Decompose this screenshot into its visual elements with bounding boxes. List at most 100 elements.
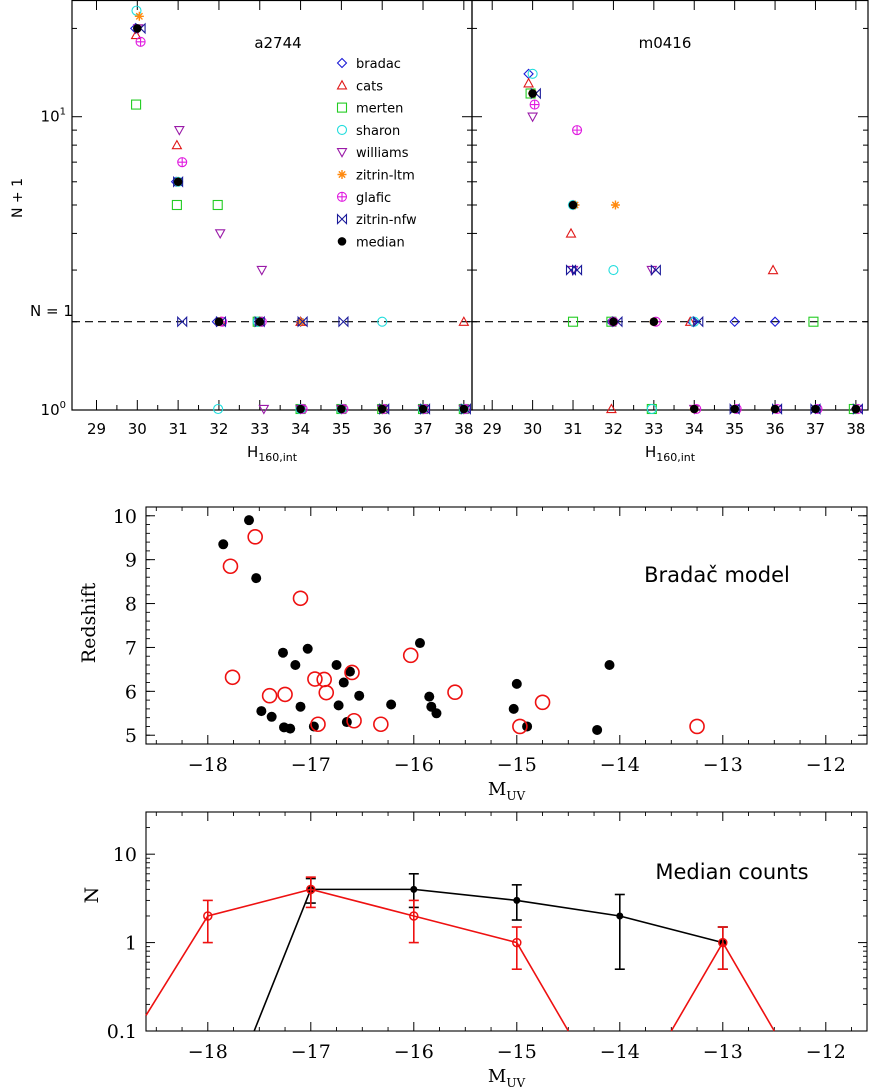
- data-point: [224, 669, 241, 686]
- x-axis-label-main: M: [488, 1066, 506, 1087]
- series-zitrin-nfw: [530, 87, 863, 415]
- y-tick-base: 10: [41, 108, 60, 126]
- zitrin-nfw-point: [177, 315, 188, 328]
- cats-point: [605, 403, 617, 414]
- reference-line-label: N = 1: [30, 302, 73, 320]
- series-glafic: [135, 36, 471, 415]
- series-bradac: [129, 23, 470, 415]
- zitrin-nfw-point: [693, 315, 704, 328]
- x-tick-label: −13: [703, 1041, 743, 1063]
- legend-marker-sharon: [336, 124, 348, 135]
- data-point: [256, 706, 267, 717]
- subplot-title: a2744: [254, 34, 301, 52]
- data-point: [424, 691, 435, 702]
- data-point: [222, 558, 239, 575]
- marker-cross: [177, 157, 187, 167]
- series-williams: [132, 24, 470, 415]
- data-point: [508, 703, 519, 714]
- data-point: [616, 912, 624, 920]
- median-point: [568, 200, 578, 210]
- cats-point: [565, 227, 577, 238]
- sharon-point: [646, 403, 657, 415]
- plot-frame: [71, 0, 473, 411]
- data-point: [604, 660, 615, 670]
- data-point: [592, 724, 603, 735]
- legend-label: merten: [356, 102, 403, 117]
- median-point: [255, 317, 265, 326]
- data-point: [512, 937, 522, 948]
- data-point: [310, 716, 326, 733]
- series-merten: [131, 99, 469, 415]
- series-red: [145, 876, 775, 1032]
- merten-point: [212, 199, 223, 211]
- median-point: [459, 404, 469, 414]
- x-tick-label: 36: [373, 420, 392, 438]
- data-point: [247, 529, 263, 545]
- x-axis-label: H160,int: [247, 443, 298, 464]
- x-axis-label: H160,int: [645, 443, 696, 464]
- data-point: [285, 723, 296, 734]
- data-point: [402, 647, 419, 664]
- zitrin-nfw-point: [650, 264, 661, 276]
- median-point: [730, 404, 739, 414]
- x-axis-label: MUV: [488, 779, 526, 803]
- data-point: [447, 684, 463, 701]
- data-point: [318, 684, 335, 701]
- y-tick-exponent: 0: [60, 400, 66, 411]
- x-tick-label: 30: [128, 420, 147, 438]
- data-point: [386, 699, 397, 710]
- sharon-point: [131, 5, 142, 16]
- merten-point: [808, 316, 819, 327]
- legend-marker-cats: [336, 79, 348, 90]
- median-point: [528, 89, 537, 98]
- top-legend: bradac cats merten sharon williams zitrin-ltm…: [336, 57, 417, 250]
- data-point: [409, 911, 419, 921]
- x-tick-label: 37: [806, 420, 825, 438]
- cats-point: [767, 264, 779, 275]
- legend-label: williams: [356, 146, 409, 161]
- legend-marker-glafic: [336, 191, 348, 202]
- y-tick-label: 10: [113, 844, 137, 866]
- x-tick-label: 29: [87, 420, 106, 438]
- x-tick-label: −12: [806, 1041, 846, 1063]
- data-point: [511, 678, 522, 689]
- data-point: [292, 590, 309, 607]
- series-median: [528, 89, 861, 414]
- series-open: [222, 529, 705, 735]
- legend-marker-zitrin-nfw: [336, 213, 348, 225]
- y-tick-base: 10: [41, 401, 60, 419]
- x-axis-label-main: H: [247, 443, 258, 461]
- sharon-point: [608, 265, 619, 276]
- zitrin-ltm-point: [296, 317, 306, 327]
- median-point: [377, 404, 387, 414]
- median-point: [173, 177, 183, 187]
- data-point: [431, 708, 442, 719]
- series-black: [253, 872, 728, 1032]
- data-point: [513, 896, 521, 904]
- williams-point: [256, 265, 268, 276]
- x-tick-label: 29: [483, 420, 502, 438]
- sharon-point: [377, 316, 388, 327]
- x-tick-label: −17: [291, 754, 331, 776]
- glafic-point: [135, 36, 146, 47]
- legend-label: zitrin-nfw: [356, 213, 417, 228]
- legend-label: sharon: [356, 124, 400, 139]
- median-point: [851, 404, 861, 414]
- series-line: [253, 888, 724, 1032]
- median-point: [214, 317, 224, 326]
- zitrin-nfw-point: [338, 315, 349, 328]
- x-tick-label: 32: [604, 420, 623, 438]
- data-point: [534, 694, 551, 711]
- data-point: [302, 643, 313, 654]
- data-point: [290, 660, 301, 670]
- x-tick-label: −13: [703, 754, 743, 776]
- x-tick-label: −18: [188, 754, 228, 776]
- x-tick-label: −14: [600, 1041, 640, 1063]
- x-tick-label: 36: [766, 420, 785, 438]
- merten-point: [131, 99, 142, 110]
- y-tick-label: 8: [125, 594, 137, 616]
- median-point: [649, 317, 659, 326]
- data-point: [244, 515, 254, 526]
